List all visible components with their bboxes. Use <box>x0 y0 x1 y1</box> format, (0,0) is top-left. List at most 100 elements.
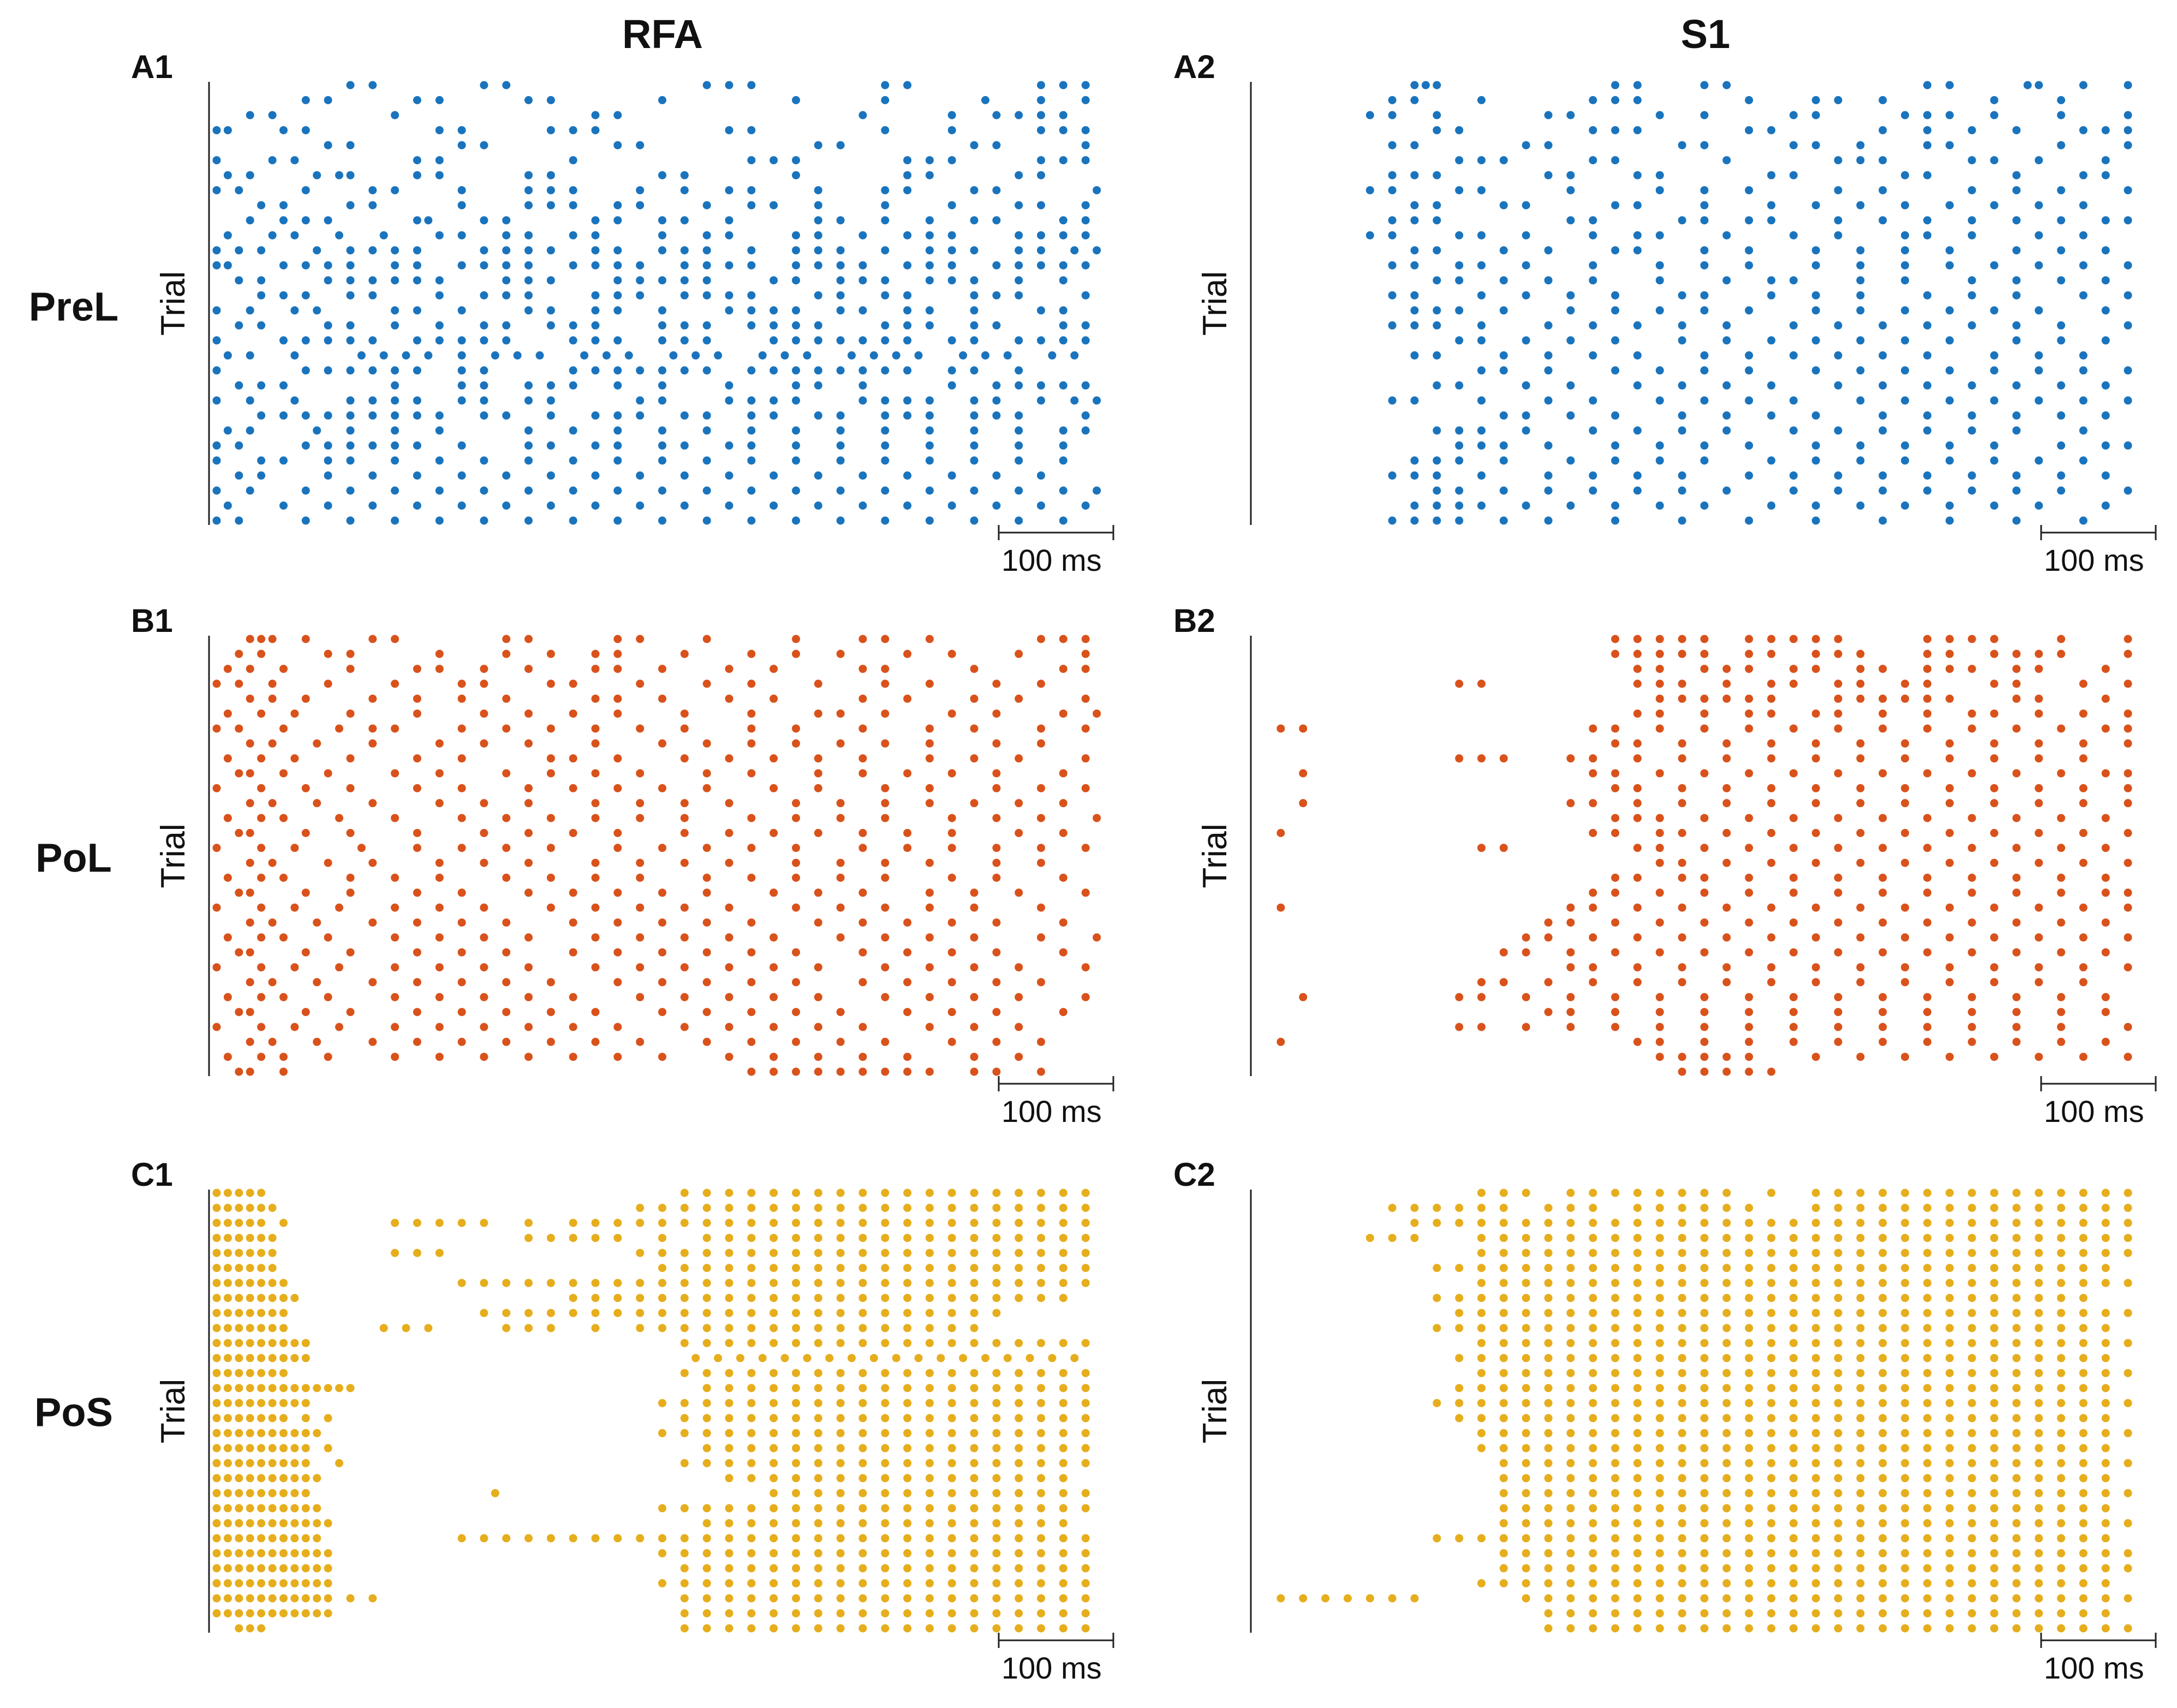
spike-dot <box>1081 291 1090 300</box>
trial-row <box>1299 993 2110 1001</box>
spike-dot <box>1878 1594 1887 1603</box>
spike-dot <box>1015 1609 1023 1617</box>
spike-dot <box>1611 1474 1620 1483</box>
spike-dot <box>279 993 288 1001</box>
spike-dot <box>1856 1489 1865 1497</box>
spike-dot <box>2079 858 2087 867</box>
spike-dot <box>2057 1624 2066 1633</box>
spike-dot <box>881 814 890 822</box>
spike-dot <box>1789 1384 1798 1393</box>
spike-dot <box>1633 1519 1642 1527</box>
spike-dot <box>2101 724 2110 733</box>
spike-dot <box>1811 141 1820 150</box>
spike-dot <box>836 709 845 718</box>
spike-dot <box>747 1234 756 1243</box>
spike-dot <box>613 635 622 643</box>
spike-dot <box>1037 739 1045 748</box>
spike-dot <box>1722 1624 1731 1633</box>
spike-dot <box>391 724 399 733</box>
spike-dot <box>1834 1489 1842 1497</box>
spike-dot <box>457 754 466 763</box>
spike-dot <box>1700 814 1709 822</box>
spike-dot <box>1789 1444 1798 1453</box>
spike-dot <box>279 261 288 270</box>
spike-dot <box>2124 366 2132 375</box>
spike-dot <box>457 978 466 987</box>
spike-dot <box>1834 1549 1842 1557</box>
spike-dot <box>925 321 934 330</box>
spike-dot <box>1767 1519 1776 1527</box>
spike-dot <box>502 1037 511 1046</box>
y-axis-label: Trial <box>154 271 192 336</box>
spike-dot <box>1700 1008 1709 1017</box>
spike-dot <box>1388 111 1397 120</box>
spike-dot <box>836 814 845 822</box>
trial-row <box>1455 441 2132 450</box>
spike-dot <box>770 1504 778 1513</box>
spike-dot <box>2035 1234 2043 1243</box>
spike-dot <box>970 321 979 330</box>
spike-dot <box>725 231 733 240</box>
spike-dot <box>1544 1534 1553 1543</box>
spike-dot <box>925 516 934 525</box>
spike-dot <box>435 665 444 673</box>
spike-dot <box>1611 1309 1620 1317</box>
spike-dot <box>1945 1534 1954 1543</box>
spike-dot <box>502 635 511 643</box>
spike-dot <box>925 1324 934 1333</box>
spike-dot <box>1834 321 1842 330</box>
spike-dot <box>836 426 845 435</box>
spike-dot <box>212 1023 221 1031</box>
spike-dot <box>970 246 979 255</box>
spike-dot <box>947 1594 956 1603</box>
spike-dot <box>1544 1459 1553 1467</box>
spike-dot <box>569 201 577 210</box>
spike-dot <box>313 1429 321 1437</box>
spike-dot <box>235 1339 243 1347</box>
spike-dot <box>279 336 288 345</box>
spike-dot <box>1655 306 1664 315</box>
spike-dot <box>1901 1429 1910 1437</box>
trial-row <box>235 649 1090 658</box>
spike-dot <box>836 1067 845 1076</box>
spike-dot <box>1015 1053 1023 1061</box>
spike-dot <box>1700 501 1709 510</box>
spike-dot <box>1722 1339 1731 1347</box>
spike-dot <box>223 993 232 1001</box>
spike-dot <box>1856 1384 1865 1393</box>
spike-dot <box>1059 441 1067 450</box>
spike-dot <box>1655 948 1664 957</box>
spike-dot <box>770 1564 778 1573</box>
spike-dot <box>1589 1324 1597 1333</box>
spike-dot <box>1059 426 1067 435</box>
spike-dot <box>1003 351 1012 360</box>
spike-dot <box>1811 1579 1820 1587</box>
spike-dot <box>1059 1369 1067 1377</box>
spike-dot <box>1811 635 1820 643</box>
spike-dot <box>1388 1594 1397 1603</box>
spike-dot <box>970 993 979 1001</box>
spike-dot <box>2079 1534 2087 1543</box>
spike-dot <box>2124 649 2132 658</box>
spike-dot <box>1633 1579 1642 1587</box>
spike-dot <box>1081 1414 1090 1423</box>
spike-dot <box>881 635 890 643</box>
spike-dot <box>1745 306 1753 315</box>
spike-dot <box>257 1624 266 1633</box>
scale-bar-label: 100 ms <box>1001 1094 1102 1128</box>
spike-dot <box>290 844 299 852</box>
spike-dot <box>814 186 822 195</box>
spike-dot <box>1410 1219 1419 1227</box>
spike-dot <box>792 1249 800 1257</box>
spike-dot <box>235 1579 243 1587</box>
spike-dot <box>1945 1053 1954 1061</box>
spike-dot <box>636 1309 645 1317</box>
spike-dot <box>1566 754 1575 763</box>
spike-dot <box>1081 321 1090 330</box>
spike-dot <box>1878 1429 1887 1437</box>
spike-dot <box>947 1249 956 1257</box>
spike-dot <box>301 1519 310 1527</box>
spike-dot <box>235 1624 243 1633</box>
spike-dot <box>569 336 577 345</box>
spike-dot <box>1811 306 1820 315</box>
